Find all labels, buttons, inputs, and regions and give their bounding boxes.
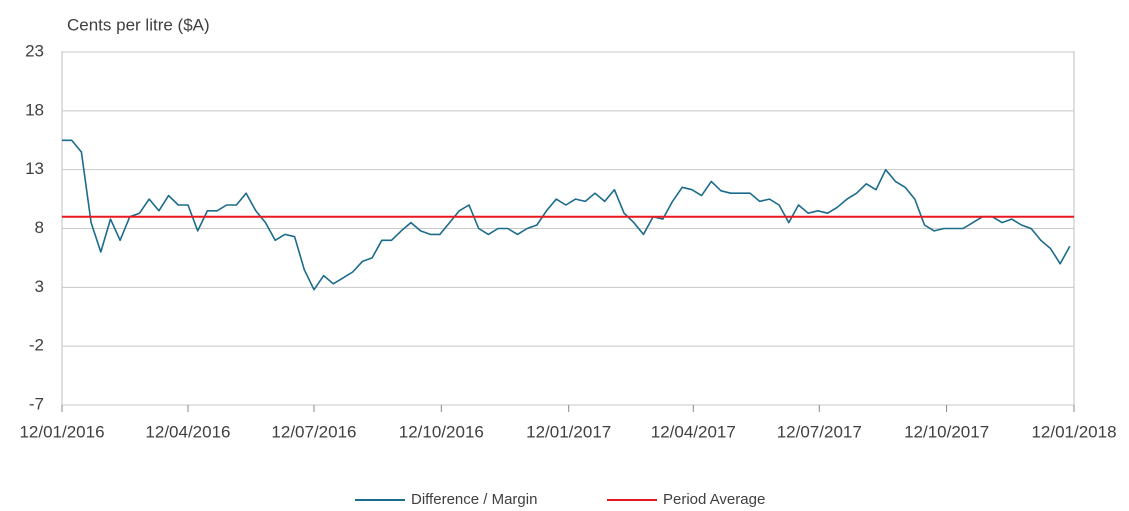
x-tick-label: 12/01/2018: [1031, 422, 1116, 441]
x-tick-label: 12/04/2017: [651, 422, 736, 441]
y-tick-label: 23: [25, 41, 44, 60]
x-tick-label: 12/01/2016: [19, 422, 104, 441]
y-tick-label: 18: [25, 100, 44, 119]
y-tick-label: 8: [35, 218, 44, 237]
x-tick-label: 12/10/2016: [399, 422, 484, 441]
y-tick-label: 3: [35, 277, 44, 296]
x-tick-label: 12/07/2016: [271, 422, 356, 441]
x-tick-label: 12/10/2017: [904, 422, 989, 441]
legend-label: Period Average: [663, 491, 765, 508]
x-tick-label: 12/04/2016: [145, 422, 230, 441]
x-tick-label: 12/07/2017: [777, 422, 862, 441]
x-tick-label: 12/01/2017: [526, 422, 611, 441]
y-tick-label: 13: [25, 159, 44, 178]
y-tick-label: -2: [29, 336, 44, 355]
legend-label: Difference / Margin: [411, 491, 537, 508]
y-tick-label: -7: [29, 394, 44, 413]
data-line: [62, 139, 1071, 291]
y-axis-label: Cents per litre ($A): [67, 15, 210, 34]
legend: Difference / Margin Period Average: [355, 491, 765, 508]
